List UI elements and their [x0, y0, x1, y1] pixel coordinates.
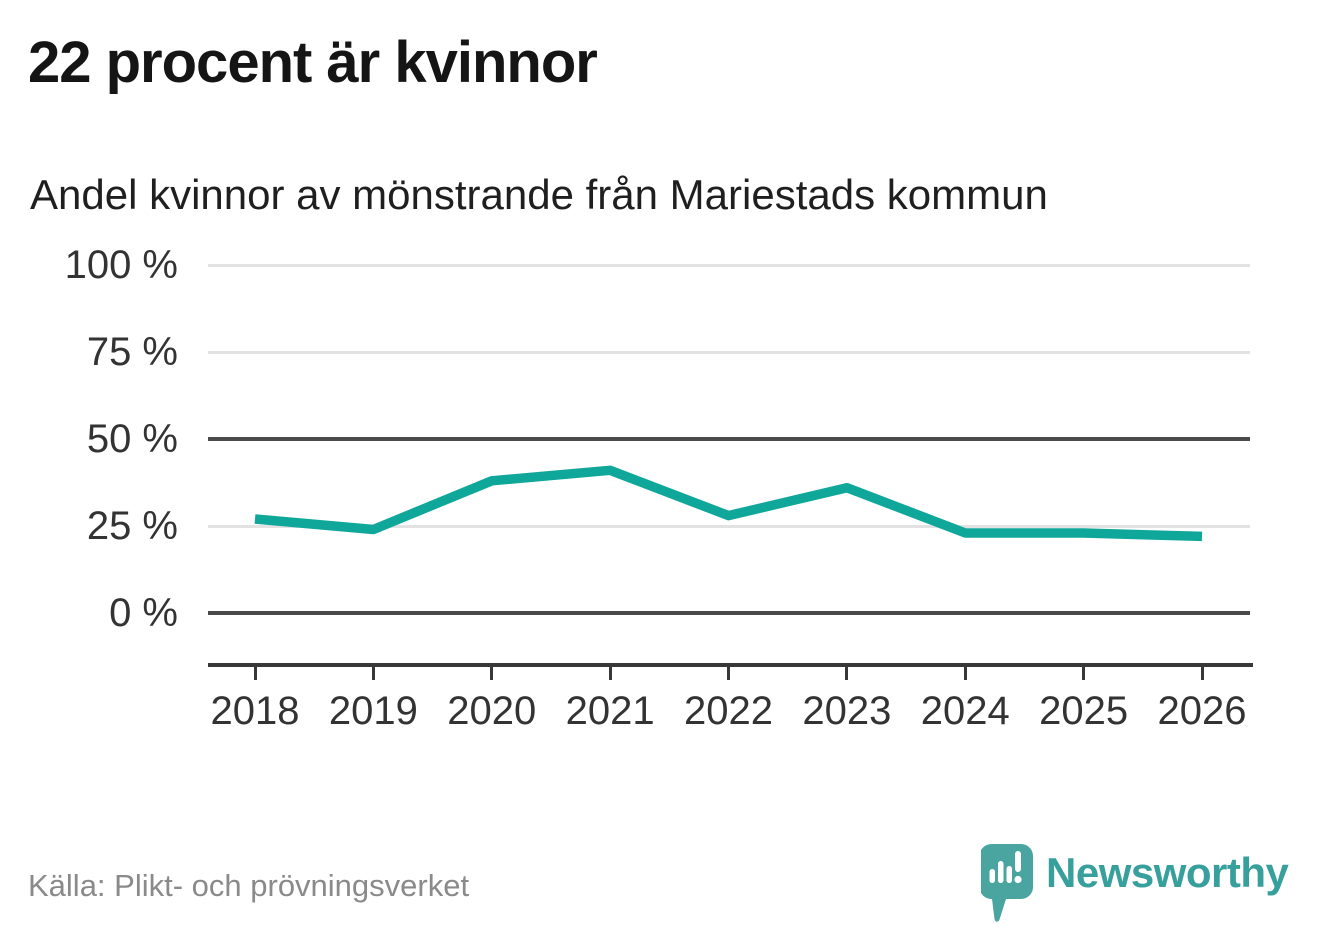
x-tick-label-2022: 2022 [684, 689, 773, 733]
x-tick [1082, 667, 1086, 680]
series-line [254, 465, 1203, 542]
x-tick-label-2021: 2021 [565, 689, 655, 733]
newsworthy-logo-icon [979, 844, 1033, 926]
source-note: Källa: Plikt- och prövningsverket [28, 868, 470, 903]
brand-name: Newsworthy [1046, 849, 1289, 896]
gridline-25 [208, 524, 1250, 528]
x-tick-label-2020: 2020 [447, 689, 537, 733]
x-axis-line [208, 663, 1253, 667]
x-tick-label-2026: 2026 [1157, 689, 1247, 733]
gridline-100 [208, 263, 1250, 267]
x-tick-label-2025: 2025 [1039, 689, 1129, 733]
y-tick-label: 0 % [109, 591, 178, 635]
x-tick [490, 667, 494, 680]
x-tick [1200, 667, 1204, 680]
x-tick [608, 667, 612, 680]
x-tick [371, 667, 375, 680]
y-tick-label: 100 % [64, 243, 178, 287]
x-tick [963, 667, 967, 680]
headline: 22 procent är kvinnor [28, 30, 598, 95]
y-tick-label: 75 % [86, 330, 178, 374]
gridline-50 [208, 437, 1250, 441]
line-chart: 0 % 25 % 50 % 75 % 100 % 2018 2019 2020 2021 2022… [0, 240, 1322, 760]
x-tick-label-2024: 2024 [920, 689, 1010, 733]
x-tick [253, 667, 257, 680]
y-tick-label: 50 % [86, 417, 178, 461]
x-tick-label-2018: 2018 [210, 689, 300, 733]
y-tick-label: 25 % [86, 504, 178, 548]
newsworthy-brand: Newsworthy [979, 843, 1289, 922]
x-tick-label-2023: 2023 [802, 689, 892, 733]
trend-line-layer [254, 465, 1203, 542]
gridline-75 [208, 350, 1250, 354]
x-tick [845, 667, 849, 680]
x-tick-label-2019: 2019 [328, 689, 418, 733]
chart-subtitle: Andel kvinnor av mönstrande från Mariest… [30, 171, 1048, 218]
gridline-0 [208, 611, 1250, 615]
x-tick [727, 667, 730, 680]
